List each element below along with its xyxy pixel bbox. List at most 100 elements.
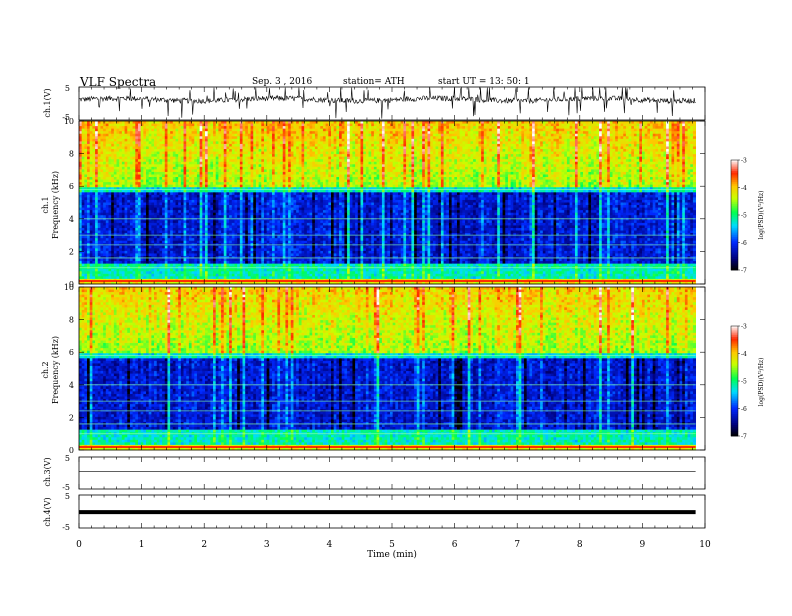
ch1-spectrogram-cell <box>216 169 219 172</box>
ch1-spectrogram-cell <box>205 256 208 259</box>
ch1-spectrogram-cell <box>178 162 181 165</box>
ch1-spectrogram-cell <box>261 208 264 211</box>
ch1-spectrogram-cell <box>186 213 189 216</box>
ch1-spectrogram-cell <box>165 154 168 157</box>
ch1-spectrogram-cell <box>232 233 235 236</box>
ch1-spectrogram-cell <box>269 159 272 162</box>
ch1-spectrogram-cell <box>111 164 114 167</box>
ch1-spectrogram-cell <box>100 231 103 234</box>
ch1-spectrogram-cell <box>100 274 103 277</box>
ch1-spectrogram-cell <box>213 225 216 228</box>
ch1-spectrogram-cell <box>264 159 267 162</box>
ch1-spectrogram-cell <box>245 157 248 160</box>
ch1-spectrogram-cell <box>259 274 262 277</box>
ch1-spectrogram-cell <box>208 190 211 193</box>
ch1-spectrogram-cell <box>127 200 130 203</box>
ch1-spectrogram-cell <box>192 195 195 198</box>
ch1-spectrogram-cell <box>141 225 144 228</box>
ch1-spectrogram-cell <box>87 154 90 157</box>
ch1-spectrogram-cell <box>280 154 283 157</box>
ch1-spectrogram-cell <box>146 195 149 198</box>
ch1-spectrogram-cell <box>205 121 208 124</box>
ch1-spectrogram-cell <box>261 167 264 170</box>
ch1-spectrogram-cell <box>267 129 270 132</box>
ch1-spectrogram-cell <box>192 228 195 231</box>
ch1-spectrogram-cell <box>216 210 219 213</box>
ch1-spectrogram-cell <box>208 182 211 185</box>
ch1-spectrogram-cell <box>267 256 270 259</box>
ch1-spectrogram-cell <box>251 261 254 264</box>
ch1-spectrogram-cell <box>98 228 101 231</box>
ch1-spectrogram-cell <box>130 152 133 155</box>
ch1-spectrogram-cell <box>226 146 229 149</box>
ch1-spectrogram-cell <box>237 185 240 188</box>
ch1-spectrogram-cell <box>208 141 211 144</box>
ch1-spectrogram-cell <box>159 251 162 254</box>
ch1-spectrogram-cell <box>197 154 200 157</box>
ch1-spectrogram-cell <box>162 271 165 274</box>
ch1-spectrogram-cell <box>245 159 248 162</box>
ch1-spectrogram-cell <box>200 238 203 241</box>
ch1-spectrogram-cell <box>119 121 122 124</box>
ch1-spectrogram-cell <box>127 144 130 147</box>
ch1-spectrogram-cell <box>210 253 213 256</box>
ch1-spectrogram-cell <box>98 126 101 129</box>
ch1-spectrogram-cell <box>280 169 283 172</box>
ch1-spectrogram-cell <box>117 169 120 172</box>
ch1-spectrogram-cell <box>208 233 211 236</box>
ch1-spectrogram-cell <box>245 139 248 142</box>
ch1-spectrogram-cell <box>178 185 181 188</box>
ch1-spectrogram-cell <box>216 129 219 132</box>
ch1-spectrogram-cell <box>100 152 103 155</box>
ch1-spectrogram-cell <box>151 159 154 162</box>
ch1-spectrogram-cell <box>125 215 128 218</box>
ch1-spectrogram-cell <box>192 169 195 172</box>
ch1-spectrogram-cell <box>275 276 278 279</box>
ch1-spectrogram-cell <box>264 192 267 195</box>
ch1-spectrogram-cell <box>90 276 93 279</box>
ch1-spectrogram-cell <box>192 261 195 264</box>
ch1-spectrogram-cell <box>125 144 128 147</box>
ch1-spectrogram-cell <box>117 259 120 262</box>
ch1-spectrogram-cell <box>95 164 98 167</box>
ch1-spectrogram-cell <box>111 231 114 234</box>
ch1-spectrogram-cell <box>154 210 157 213</box>
ch1-spectrogram-cell <box>117 251 120 254</box>
ch1-spectrogram-cell <box>90 159 93 162</box>
ch1-spectrogram-cell <box>151 236 154 239</box>
ch1-spectrogram-cell <box>240 144 243 147</box>
ch1-spectrogram-cell <box>100 246 103 249</box>
ch1-spectrogram-cell <box>122 220 125 223</box>
ch1-spectrogram-cell <box>253 200 256 203</box>
ch1-spectrogram-cell <box>261 200 264 203</box>
ch1-spectrogram-cell <box>218 141 221 144</box>
ch1-spectrogram-cell <box>127 159 130 162</box>
ch1-spectrogram-cell <box>280 126 283 129</box>
ch1-spectrogram-cell <box>221 276 224 279</box>
ch1-spectrogram-cell <box>170 251 173 254</box>
ch1-spectrogram-cell <box>186 208 189 211</box>
ch1-spectrogram-cell <box>173 167 176 170</box>
ch1-spectrogram-cell <box>240 152 243 155</box>
ch1-spectrogram-cell <box>259 259 262 262</box>
ch1-spectrogram-cell <box>176 131 179 134</box>
ch1-spectrogram-cell <box>151 259 154 262</box>
ch1-spectrogram-cell <box>108 195 111 198</box>
ch1-spectrogram-cell <box>221 144 224 147</box>
ch1-spectrogram-cell <box>133 141 136 144</box>
ch1-spectrogram-cell <box>108 203 111 206</box>
ch1-spectrogram-cell <box>200 146 203 149</box>
ch1-spectrogram-cell <box>138 213 141 216</box>
ch1-spectrogram-cell <box>232 164 235 167</box>
ch1-spectrogram-cell <box>135 259 138 262</box>
ch1-spectrogram-cell <box>243 205 246 208</box>
ch1-spectrogram-cell <box>170 203 173 206</box>
ch1-spectrogram-cell <box>200 241 203 244</box>
ch1-spectrogram-cell <box>100 146 103 149</box>
ch1-spectrogram-cell <box>106 238 109 241</box>
ch1-spectrogram-cell <box>210 261 213 264</box>
ch1-spectrogram-cell <box>245 241 248 244</box>
ch1-spectrogram-cell <box>208 248 211 251</box>
ch1-spectrogram-cell <box>205 136 208 139</box>
ch1-spectrogram-cell <box>95 256 98 259</box>
